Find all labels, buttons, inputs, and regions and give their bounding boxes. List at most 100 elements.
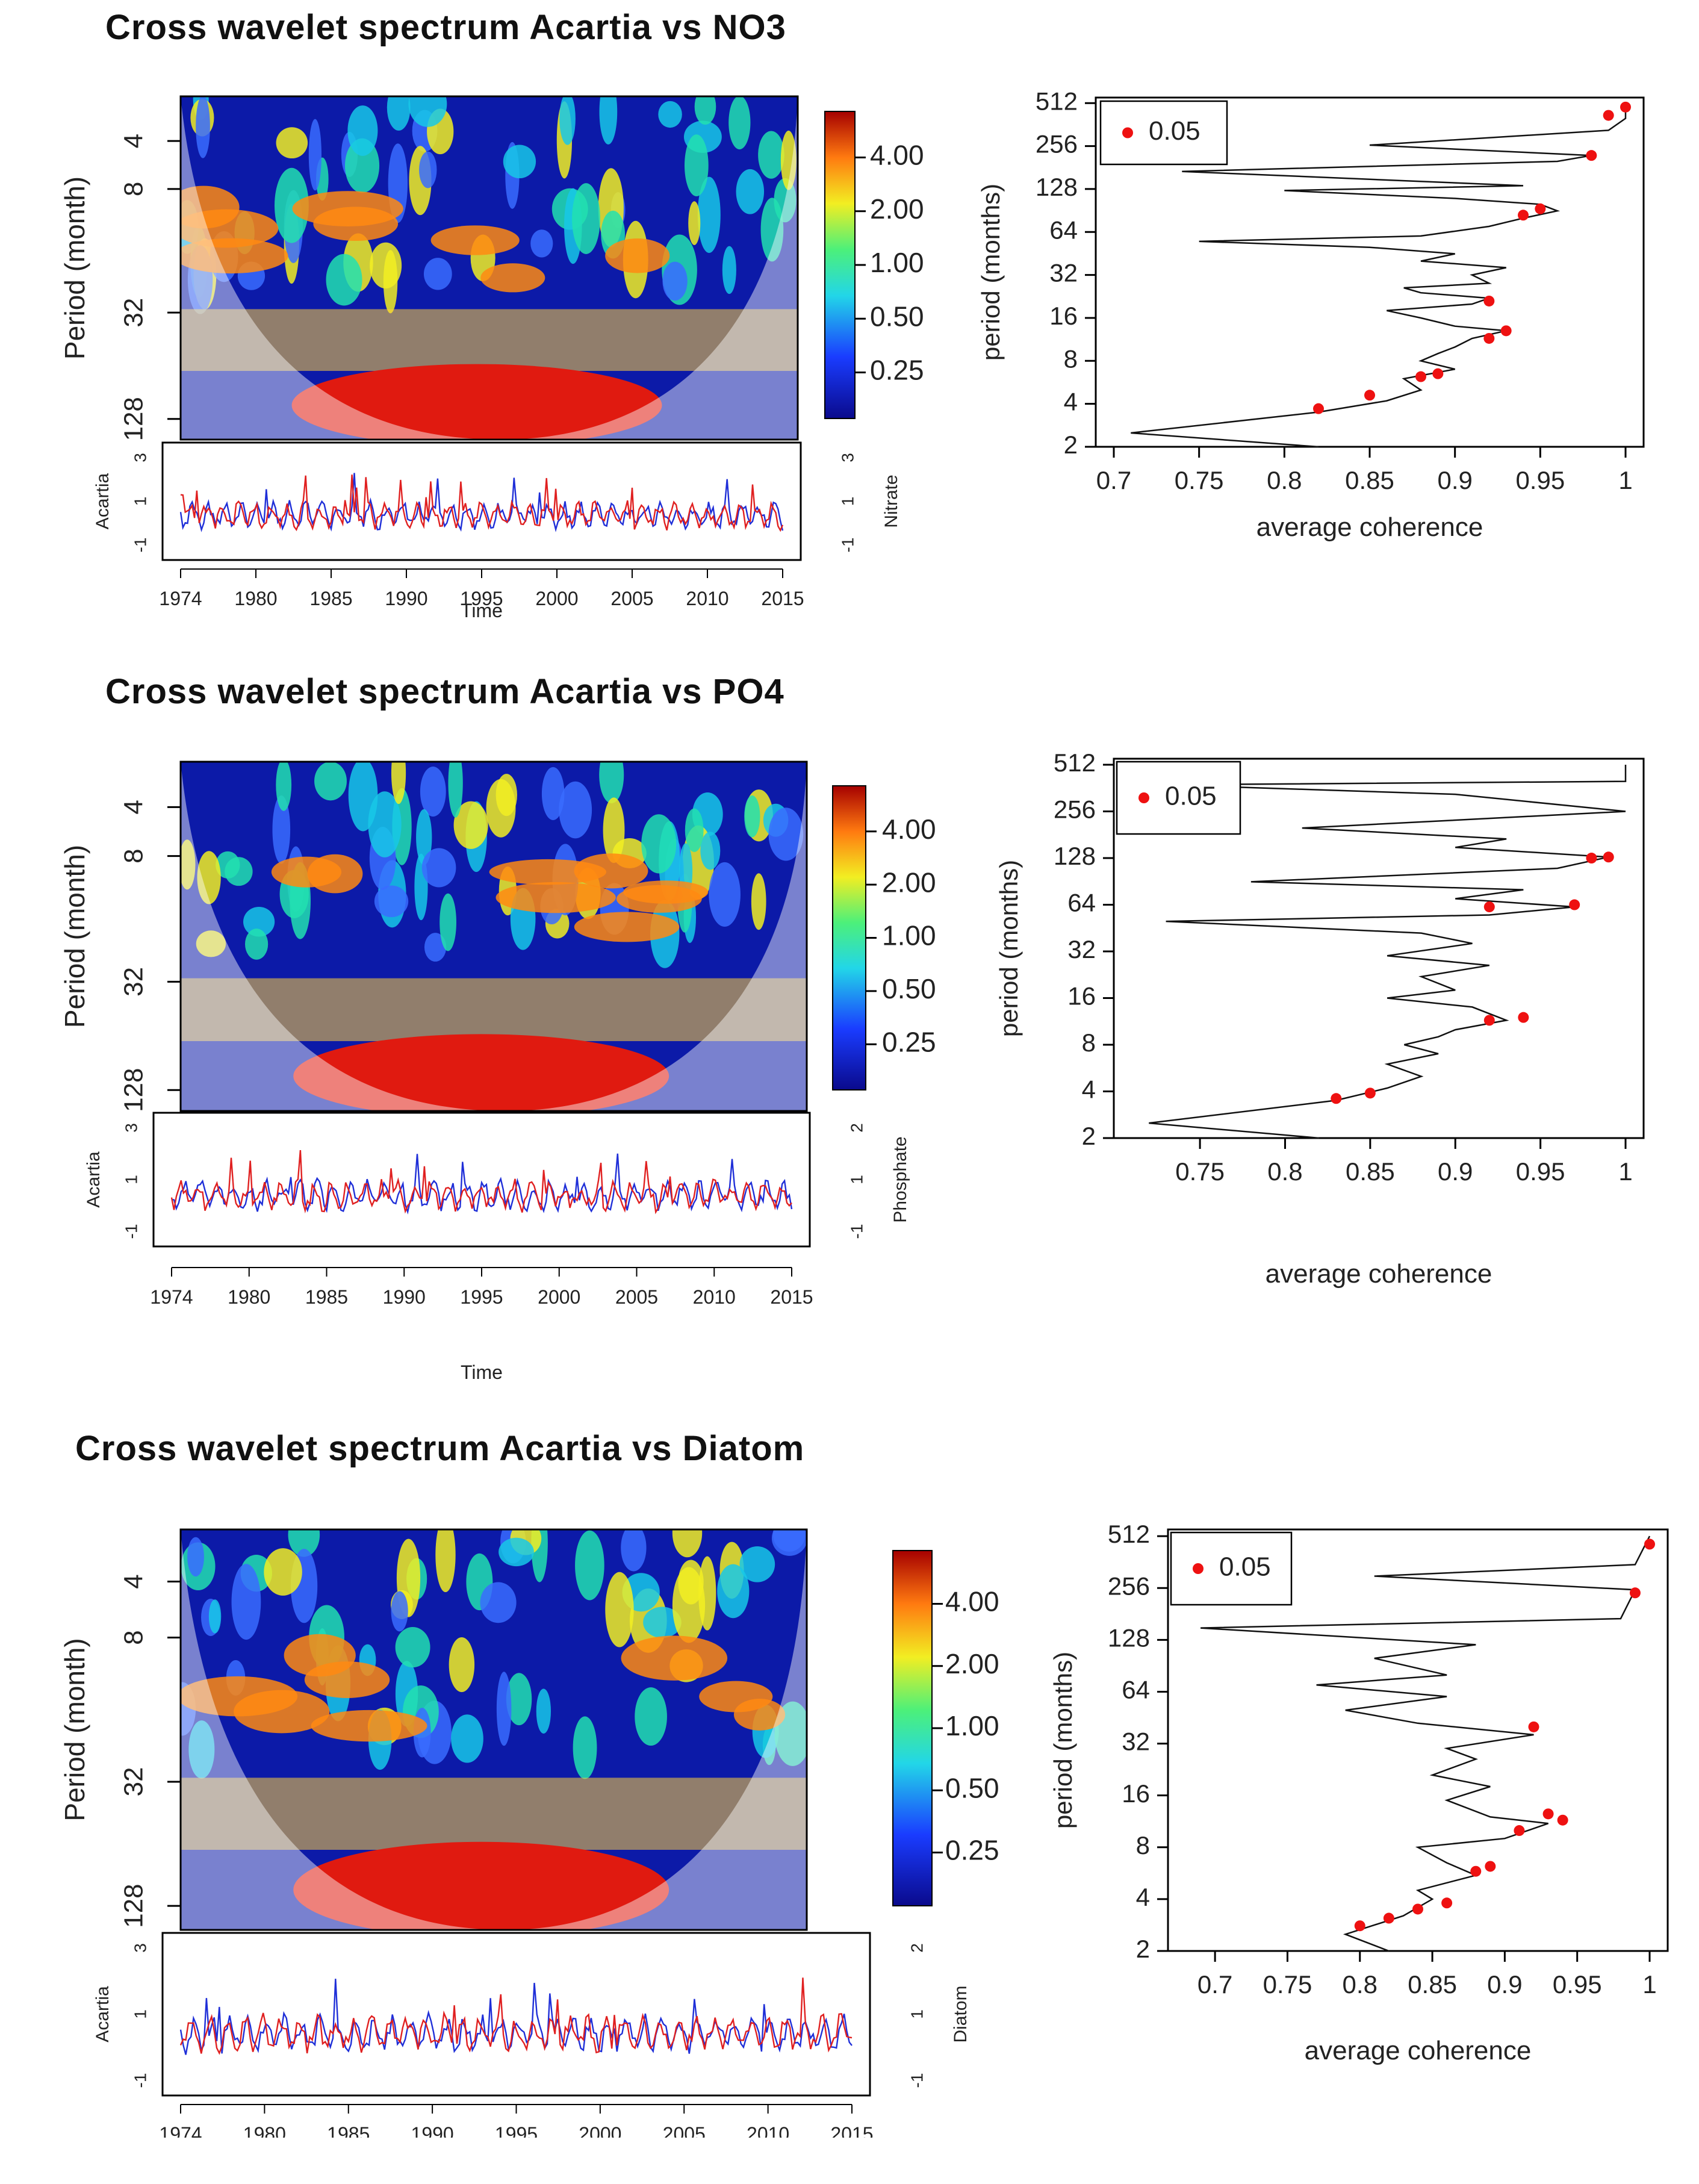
panel-diatom: Cross wavelet spectrum Acartia vs Diatom… <box>0 1415 1699 2138</box>
coherence-x-tick-label: 0.9 <box>1437 466 1472 494</box>
series-line-nitrate <box>180 474 784 532</box>
panel-figure: Period (month)48321284.002.001.000.500.2… <box>59 748 1645 1383</box>
right-series-label: Diatom <box>951 1985 971 2042</box>
left-series-label: Acartia <box>93 1986 113 2042</box>
heatmap-blob <box>231 1564 261 1640</box>
panel-title: Cross wavelet spectrum Acartia vs Diatom <box>75 1429 805 1468</box>
heatmap-blob <box>641 814 677 874</box>
heatmap-blob <box>448 762 463 818</box>
time-tick-label: 2005 <box>610 588 653 609</box>
heatmap-blob <box>572 183 600 254</box>
heatmap-blob <box>739 1546 775 1582</box>
coherence-x-tick-label: 1 <box>1642 1970 1656 1999</box>
heatmap-blob <box>768 807 804 861</box>
colorbar <box>892 1550 933 1906</box>
heatmap-y-label: Period (month) <box>59 176 90 359</box>
coherence-y-tick-label: 8 <box>1082 1028 1096 1057</box>
coherence-x-tick-label: 0.95 <box>1515 466 1565 494</box>
coherence-x-tick-label: 0.7 <box>1197 1970 1232 1999</box>
cone-of-influence <box>181 96 798 440</box>
heatmap-blob <box>780 130 797 190</box>
heatmap-blob <box>717 1564 750 1619</box>
coherence-x-tick-label: 0.8 <box>1343 1970 1378 1999</box>
heatmap-band <box>181 978 807 1041</box>
colorbar-tick-label: 1.00 <box>870 247 924 278</box>
heatmap-blob <box>599 762 624 804</box>
coherence-x-tick-label: 0.8 <box>1267 1157 1302 1186</box>
time-tick-label: 1995 <box>460 1286 503 1308</box>
heatmap-blob <box>495 882 616 913</box>
panel-title: Cross wavelet spectrum Acartia vs PO4 <box>105 672 784 711</box>
heatmap-blob <box>374 885 409 918</box>
significant-point <box>1483 1015 1495 1026</box>
cone-of-influence <box>181 762 807 1111</box>
heatmap-blob <box>605 1572 634 1647</box>
heatmap-blob <box>453 801 488 849</box>
heatmap-blob <box>635 1687 667 1746</box>
heatmap-y-tick-label: 128 <box>119 397 149 441</box>
heatmap-blob <box>197 851 221 904</box>
heatmap-y-tick-label: 32 <box>119 967 149 997</box>
coherence-y-tick-label: 16 <box>1049 302 1078 330</box>
heatmap-blob <box>575 1530 604 1601</box>
coherence-y-tick-label: 4 <box>1136 1883 1150 1911</box>
heatmap-blob <box>326 254 362 306</box>
heatmap-blob <box>574 853 648 889</box>
coherence-x-tick-label: 0.85 <box>1345 466 1394 494</box>
heatmap-blob <box>605 238 670 273</box>
heatmap-y-label: Period (month) <box>59 1638 90 1821</box>
heatmap-blob <box>391 762 406 804</box>
left-tick-label: 1 <box>131 497 149 506</box>
panel-figure: Period (month)48321284.002.001.000.500.2… <box>59 87 1645 621</box>
heatmap-blob <box>272 795 291 864</box>
heatmap-blob <box>271 856 342 888</box>
coherence-y-tick-label: 4 <box>1082 1075 1096 1104</box>
heatmap-blob <box>187 1537 204 1577</box>
heatmap-blob <box>288 1529 320 1557</box>
heatmap-blob <box>733 1699 786 1731</box>
coherence-x-label: average coherence <box>1256 512 1483 542</box>
right-tick-label: 2 <box>907 1943 926 1953</box>
heatmap-blob <box>225 857 253 886</box>
significant-point <box>1383 1912 1394 1924</box>
time-tick-label: 2000 <box>538 1286 580 1308</box>
heatmap-blob <box>196 96 210 158</box>
heatmap-blob <box>772 1529 806 1552</box>
heatmap-blob <box>530 229 553 258</box>
heatmap-blob <box>348 762 378 832</box>
colorbar <box>832 785 866 1090</box>
colorbar-tick-label: 0.50 <box>882 973 936 1004</box>
left-tick-label: -1 <box>131 2073 149 2088</box>
heatmap-blob <box>744 795 760 838</box>
wavelet-heatmap <box>181 96 798 440</box>
coherence-y-label: period (months) <box>977 184 1005 361</box>
colorbar-tick-label: 1.00 <box>945 1710 999 1741</box>
heatmap-power-core <box>293 1841 669 1930</box>
wavelet-heatmap <box>181 1529 807 1930</box>
time-tick-label: 2015 <box>830 2123 873 2138</box>
heatmap-blob <box>774 178 797 223</box>
panel-no3: Cross wavelet spectrum Acartia vs NO3 Pe… <box>0 0 1699 723</box>
coherence-y-tick-label: 512 <box>1036 87 1078 115</box>
colorbar-tick-label: 1.00 <box>882 920 936 951</box>
coherence-x-tick-label: 0.9 <box>1438 1157 1473 1186</box>
heatmap-blob <box>243 907 275 937</box>
coherence-y-label: period (months) <box>995 860 1023 1037</box>
coherence-x-tick-label: 0.95 <box>1553 1970 1602 1999</box>
heatmap-blob <box>574 912 680 942</box>
coherence-y-tick-label: 32 <box>1049 259 1078 287</box>
significant-point <box>1331 1093 1342 1104</box>
heatmap-blob <box>391 1591 408 1632</box>
heatmap-blob <box>421 848 456 888</box>
heatmap-blob <box>736 169 765 214</box>
right-tick-label: -1 <box>838 538 857 553</box>
coherence-x-tick-label: 0.85 <box>1408 1970 1457 1999</box>
time-tick-label: 2010 <box>747 2123 789 2138</box>
coherence-y-tick-label: 512 <box>1054 748 1096 777</box>
left-tick-label: 1 <box>122 1175 140 1184</box>
time-tick-label: 1974 <box>159 588 202 609</box>
heatmap-blob <box>304 1661 390 1698</box>
heatmap-blob <box>658 101 682 128</box>
significant-point <box>1586 150 1597 161</box>
time-tick-label: 1995 <box>460 588 503 609</box>
